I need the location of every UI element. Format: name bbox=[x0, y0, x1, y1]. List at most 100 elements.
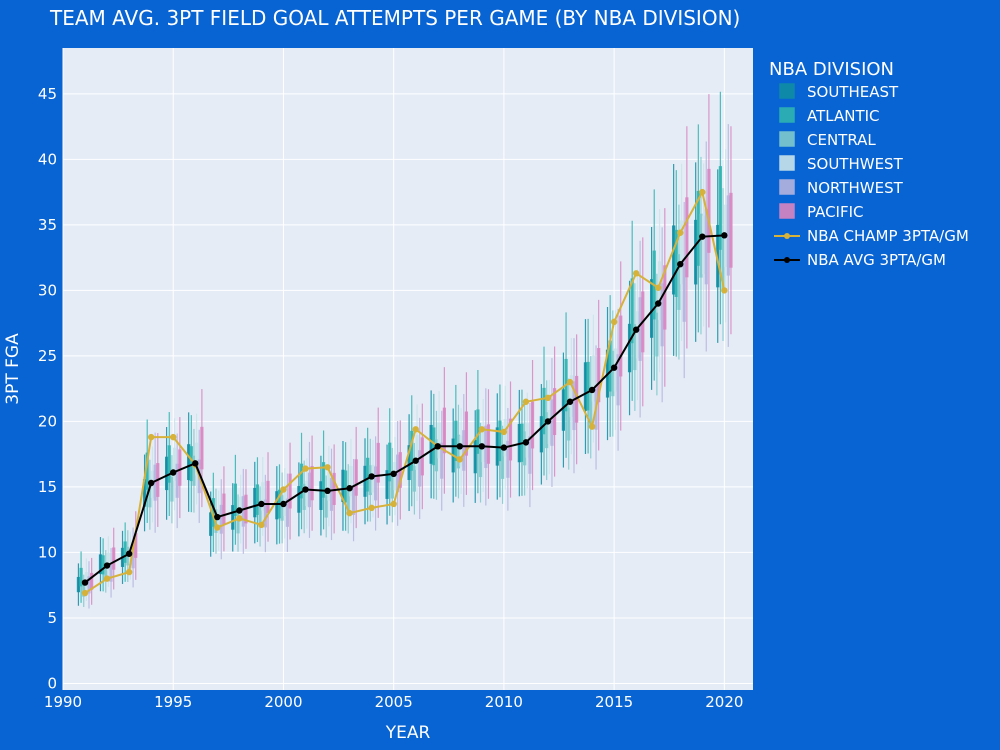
x-tick-label: 1995 bbox=[154, 693, 192, 711]
nba-champ-point bbox=[456, 456, 464, 463]
box-body bbox=[415, 435, 419, 470]
box-body bbox=[663, 265, 667, 330]
box-body bbox=[217, 509, 221, 532]
box-body bbox=[299, 463, 304, 499]
nba-champ-point bbox=[588, 423, 596, 430]
nba-champ-point bbox=[544, 394, 552, 402]
x-tick-label: 2005 bbox=[375, 693, 413, 711]
box-body bbox=[660, 283, 664, 347]
x-axis-label: YEAR bbox=[385, 723, 431, 743]
nba-champ-point bbox=[522, 398, 530, 405]
nba-avg-point bbox=[677, 260, 684, 268]
nba-champ-point bbox=[147, 433, 155, 441]
box-body bbox=[550, 399, 554, 446]
box-body bbox=[729, 192, 733, 268]
legend-title: NBA DIVISION bbox=[769, 59, 894, 80]
box-body bbox=[390, 471, 394, 499]
y-tick-label: 5 bbox=[47, 609, 57, 627]
box-body bbox=[586, 361, 590, 411]
box-body bbox=[266, 480, 270, 514]
box-body bbox=[699, 213, 703, 278]
legend-swatch bbox=[779, 155, 795, 171]
box-body bbox=[523, 431, 527, 466]
box-body bbox=[148, 482, 152, 508]
box-body bbox=[630, 278, 634, 344]
box-body bbox=[167, 445, 171, 483]
nba-avg-line bbox=[84, 234, 725, 584]
nba-avg-point bbox=[258, 500, 265, 508]
nba-avg-point bbox=[588, 386, 596, 394]
legend-marker bbox=[784, 233, 790, 239]
box-body bbox=[685, 197, 689, 278]
legend-label: NORTHWEST bbox=[807, 179, 904, 197]
box-body bbox=[591, 355, 595, 402]
nba-avg-point bbox=[81, 579, 89, 586]
nba-avg-point bbox=[368, 473, 375, 480]
box-body bbox=[219, 504, 223, 534]
box-body bbox=[539, 416, 543, 453]
nba-avg-point bbox=[456, 443, 464, 450]
nba-avg-point bbox=[147, 479, 155, 487]
y-tick-label: 10 bbox=[38, 543, 57, 561]
nba-champ-point bbox=[280, 486, 287, 493]
box-body bbox=[344, 470, 348, 503]
box-body bbox=[327, 471, 331, 501]
nba-avg-point bbox=[103, 562, 111, 569]
nba-avg-point bbox=[324, 487, 331, 495]
y-tick-label: 25 bbox=[38, 347, 57, 365]
box-body bbox=[716, 224, 720, 288]
nba-avg-point bbox=[412, 457, 419, 464]
y-tick-label: 35 bbox=[38, 216, 57, 234]
legend-swatch bbox=[779, 83, 795, 99]
box-body bbox=[285, 498, 290, 527]
box-body bbox=[253, 487, 257, 518]
nba-avg-point bbox=[170, 469, 177, 476]
box-body bbox=[464, 411, 469, 456]
box-body bbox=[98, 554, 103, 574]
nba-champ-point bbox=[412, 426, 419, 433]
nba-champ-point bbox=[478, 426, 486, 433]
box-body bbox=[627, 323, 632, 373]
box-body bbox=[456, 434, 461, 469]
box-body bbox=[503, 419, 507, 457]
box-body bbox=[569, 375, 573, 418]
box-body bbox=[561, 389, 566, 431]
nba-avg-point bbox=[302, 486, 309, 493]
nba-avg-point bbox=[236, 507, 243, 514]
box-body bbox=[407, 445, 411, 481]
box-body bbox=[583, 362, 588, 411]
box-body bbox=[721, 237, 725, 293]
legend-swatch bbox=[779, 203, 795, 219]
box-body bbox=[106, 552, 111, 571]
box-body bbox=[261, 482, 265, 511]
box-body bbox=[321, 462, 326, 498]
legend-label: ATLANTIC bbox=[807, 107, 880, 125]
box-body bbox=[633, 324, 637, 371]
box-body bbox=[258, 505, 262, 528]
box-body bbox=[363, 465, 367, 497]
box-body bbox=[332, 472, 336, 505]
nba-champ-point bbox=[500, 428, 508, 436]
box-body bbox=[87, 576, 91, 594]
box-body bbox=[263, 499, 267, 528]
box-body bbox=[280, 495, 284, 521]
box-body bbox=[638, 297, 642, 361]
box-body bbox=[589, 388, 593, 426]
nba-avg-point bbox=[192, 460, 199, 467]
box-body bbox=[434, 439, 439, 472]
box-body bbox=[341, 469, 345, 503]
y-tick-label: 0 bbox=[47, 674, 57, 692]
box-body bbox=[707, 168, 711, 253]
box-body bbox=[310, 466, 314, 501]
nba-champ-point bbox=[258, 521, 265, 529]
plot-area bbox=[63, 48, 753, 690]
box-body bbox=[302, 483, 306, 510]
box-body bbox=[134, 533, 138, 558]
box-body bbox=[305, 480, 309, 507]
box-body bbox=[506, 440, 510, 478]
box-body bbox=[418, 450, 422, 487]
nba-champ-point bbox=[103, 575, 111, 582]
box-body bbox=[702, 215, 706, 275]
box-body bbox=[142, 479, 147, 507]
